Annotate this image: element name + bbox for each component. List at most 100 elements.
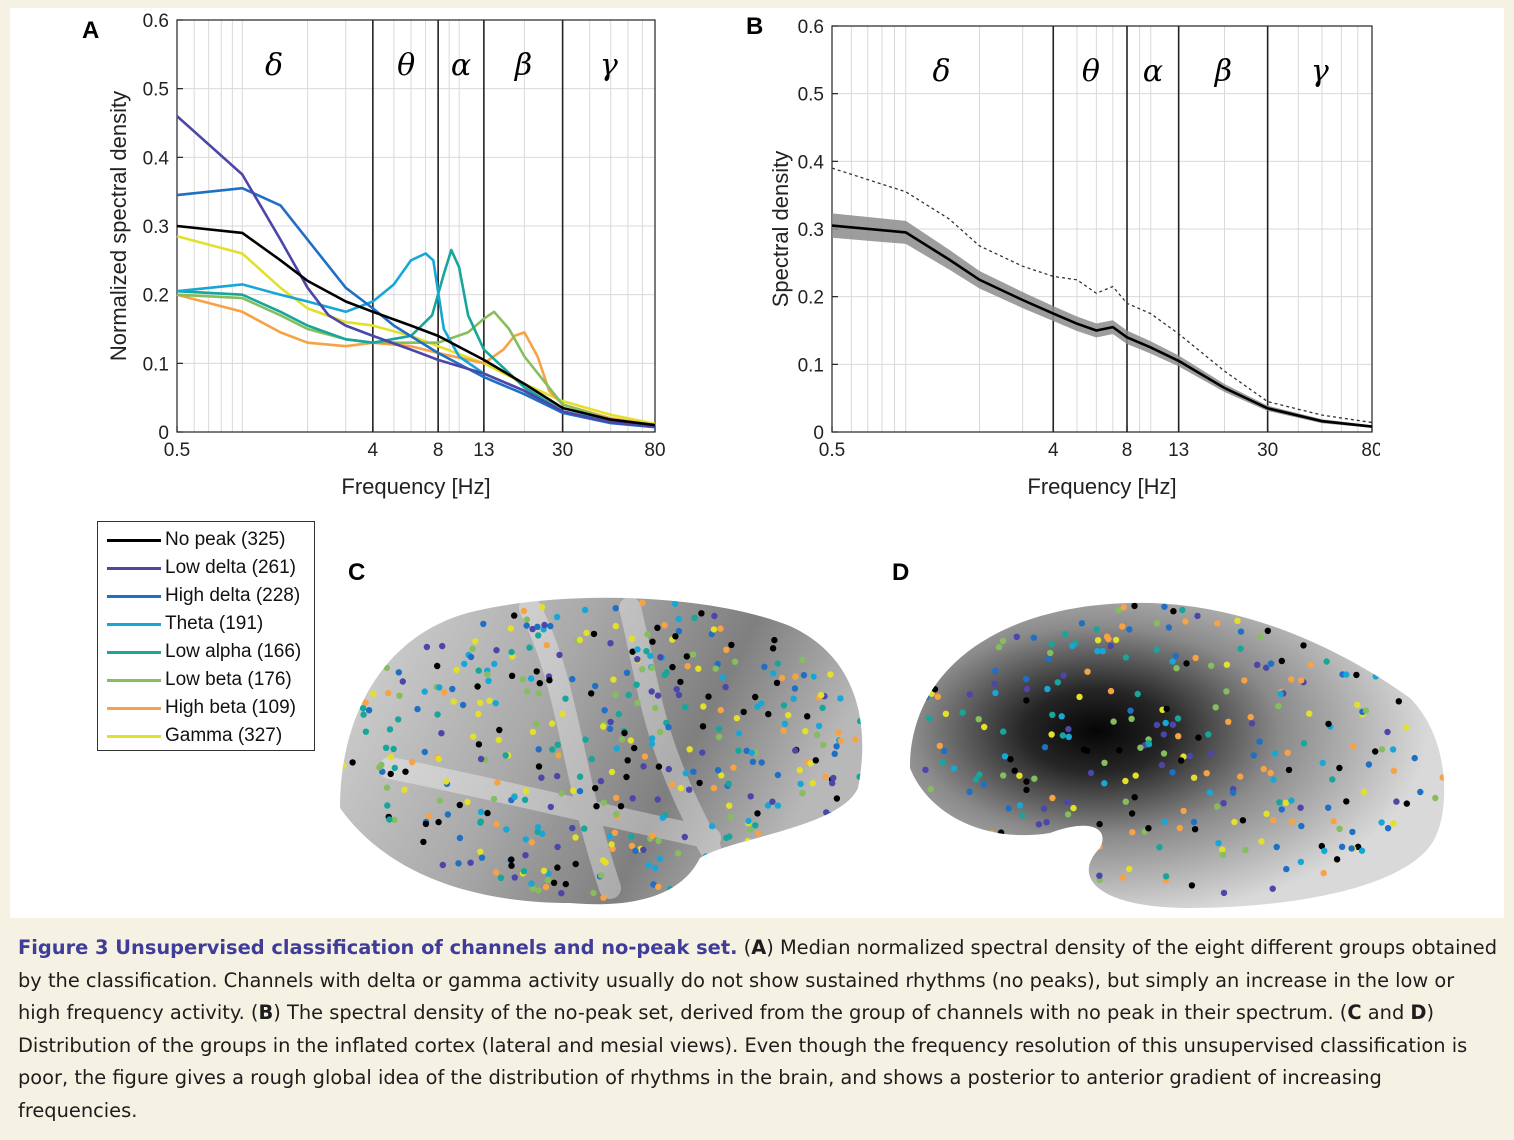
channel-dot [614, 813, 621, 820]
channel-dot [1176, 824, 1184, 832]
channel-dot [663, 669, 670, 676]
channel-dot [1288, 818, 1296, 825]
channel-dot [443, 780, 451, 787]
channel-dot [588, 755, 595, 763]
channel-dot [628, 833, 635, 840]
channel-dot [681, 833, 688, 841]
channel-dot [1049, 794, 1056, 802]
channel-dot [778, 674, 786, 682]
channel-dot [596, 873, 604, 880]
channel-dot [791, 685, 799, 692]
channel-dot [1013, 633, 1020, 640]
channel-dot [691, 614, 698, 621]
channel-dot [349, 759, 356, 766]
channel-dot [988, 853, 996, 860]
channel-dot [1049, 711, 1056, 718]
channel-dot [558, 790, 565, 797]
channel-dot [1343, 671, 1350, 678]
channel-dot [383, 784, 391, 791]
channel-dot [634, 657, 641, 664]
channel-dot [812, 757, 819, 764]
channel-dot [593, 803, 600, 810]
channel-dot [992, 689, 999, 697]
channel-dot [781, 720, 789, 727]
channel-dot [612, 622, 619, 630]
legend-swatch [107, 538, 161, 542]
channel-dot [533, 720, 541, 727]
channel-dot [936, 742, 943, 750]
channel-dot [538, 774, 545, 781]
channel-dot [1094, 637, 1102, 644]
channel-dot [378, 761, 385, 768]
channel-dot [796, 767, 803, 774]
channel-dot [658, 654, 666, 661]
channel-dot [1215, 839, 1222, 847]
channel-dot [822, 773, 829, 780]
figure-area: δ θ α β γ 0.5 4 8 13 30 80 0 0.1 0.2 0.3 0.4 0.5 0.6 Frequ… [10, 8, 1504, 918]
chart-a-legend: No peak (325) Low delta (261) High delta (… [97, 521, 315, 751]
channel-dot [527, 675, 535, 682]
channel-dot [511, 793, 518, 800]
channel-dot [1180, 807, 1187, 815]
channel-dot [856, 773, 863, 780]
channel-dot [384, 802, 391, 809]
legend-swatch [107, 622, 161, 626]
chart-b-reference-dotted-line [831, 167, 1373, 424]
channel-dot [683, 653, 690, 660]
channel-dot [482, 756, 489, 763]
channel-dot [1011, 767, 1018, 774]
channel-dot [1180, 753, 1187, 760]
channel-dot [422, 820, 430, 828]
channel-dot [1378, 819, 1385, 826]
channel-dot [1220, 800, 1227, 807]
channel-dot [710, 626, 718, 633]
channel-dot [1208, 662, 1215, 669]
panel-label-d: D [892, 559, 909, 586]
channel-dot [639, 599, 646, 606]
channel-dot [559, 710, 566, 717]
channel-dot [505, 752, 512, 759]
channel-dot [1060, 672, 1067, 679]
chart-a-series-line [176, 115, 656, 428]
channel-dot [640, 846, 647, 853]
channel-dot [497, 874, 505, 881]
channel-dot [434, 662, 441, 670]
channel-dot [1293, 623, 1301, 630]
channel-dot [802, 728, 809, 735]
legend-swatch [107, 594, 161, 598]
channel-dot [576, 636, 583, 644]
channel-dot [395, 669, 402, 676]
channel-dot [1439, 774, 1445, 781]
channel-dot [493, 647, 500, 654]
channel-dot [988, 830, 995, 837]
channel-dot [731, 658, 739, 665]
channel-dot [926, 715, 933, 722]
channel-dot [455, 860, 462, 867]
channel-dot [434, 754, 441, 761]
channel-dot [821, 693, 828, 700]
channel-dot [1094, 647, 1101, 655]
channel-dot [556, 651, 563, 659]
channel-dot [1126, 626, 1133, 633]
channel-dot [572, 860, 579, 868]
channel-dot [508, 856, 515, 863]
channel-dot [661, 812, 669, 819]
channel-dot [1054, 679, 1062, 686]
channel-dot [450, 698, 457, 705]
channel-dot [1354, 843, 1362, 850]
channel-dot [1020, 851, 1028, 858]
channel-dot [639, 666, 646, 673]
chart-b-panel-label: B [746, 13, 763, 40]
channel-dot [1353, 671, 1360, 679]
caption-ref-a: A [751, 936, 767, 959]
channel-dot [1080, 746, 1088, 753]
channel-dot [809, 780, 816, 787]
channel-dot [774, 771, 782, 779]
channel-dot [535, 746, 542, 753]
legend-entry: High beta (109) [98, 694, 314, 722]
chart-a-band-label: β [514, 48, 532, 83]
channel-dot [661, 622, 668, 629]
channel-dot [1110, 718, 1117, 725]
channel-dot [1128, 715, 1135, 722]
channel-dot [648, 688, 655, 695]
